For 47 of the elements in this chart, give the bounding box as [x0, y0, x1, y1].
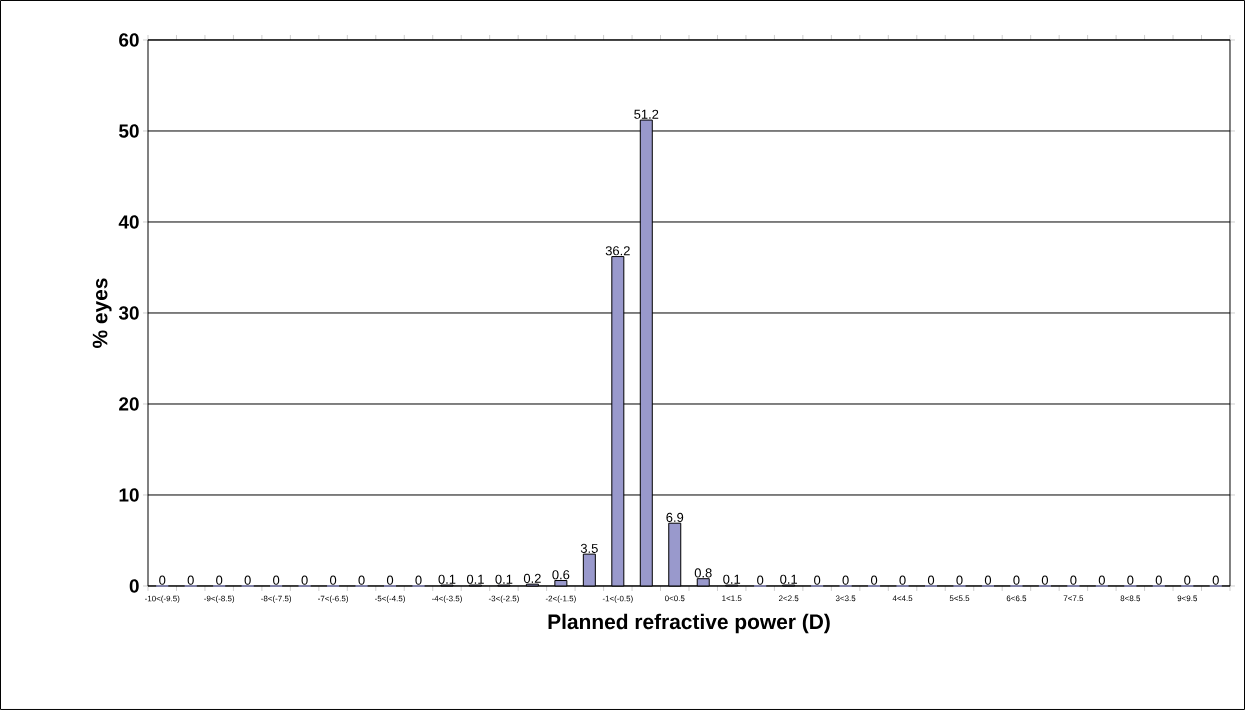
data-label: 0 [1013, 575, 1020, 585]
data-label: 0 [159, 575, 166, 585]
data-label: 0 [273, 575, 280, 585]
data-label: 0 [1098, 575, 1105, 585]
y-tick-label: 10 [119, 488, 139, 502]
data-label: 0 [927, 575, 935, 585]
data-label: 0 [757, 575, 764, 585]
data-label: 0 [187, 575, 194, 585]
y-tick-label: 30 [118, 306, 139, 320]
y-tick-label: 60 [119, 33, 139, 47]
data-label: 0 [899, 575, 906, 585]
data-label: 0.1 [723, 574, 741, 584]
y-tick-label: 40 [118, 215, 139, 229]
data-label: 0.2 [523, 573, 541, 583]
data-label: 0 [386, 575, 394, 585]
data-label: 3.5 [580, 543, 598, 553]
y-tick-label: 50 [119, 124, 139, 138]
data-label: 0 [1127, 575, 1134, 585]
data-label: 0 [842, 575, 849, 585]
data-label: 0 [216, 575, 223, 585]
data-label: 0 [244, 575, 251, 585]
data-label: 0 [984, 575, 992, 585]
data-label: 0 [301, 575, 308, 585]
data-label: 0 [329, 575, 337, 585]
data-label: 0 [956, 575, 963, 585]
data-label: 0 [358, 575, 365, 585]
data-label: 0 [1212, 575, 1219, 585]
data-label: 0 [814, 575, 821, 585]
data-label: 51.2 [634, 109, 659, 119]
data-label: 0 [415, 575, 422, 585]
data-label: 0.1 [780, 574, 798, 584]
x-axis-title: Planned refractive power (D) [548, 613, 830, 634]
data-label: 0.1 [495, 574, 513, 584]
data-label: 0 [1184, 575, 1191, 585]
data-label: 0 [1041, 575, 1049, 585]
data-label: 0.8 [694, 568, 712, 578]
data-label: 0 [1155, 575, 1162, 585]
data-label: 36.2 [605, 246, 630, 256]
data-label: 0.6 [552, 570, 570, 580]
data-label: 0.1 [438, 574, 456, 584]
data-label: 0 [1070, 575, 1077, 585]
data-label: 0 [870, 575, 878, 585]
data-label: 0.1 [466, 574, 484, 584]
data-label: 6.9 [666, 512, 684, 522]
y-tick-label: 20 [119, 397, 139, 411]
y-axis-title: % eyes [92, 278, 112, 348]
y-tick-label: 0 [129, 579, 139, 593]
